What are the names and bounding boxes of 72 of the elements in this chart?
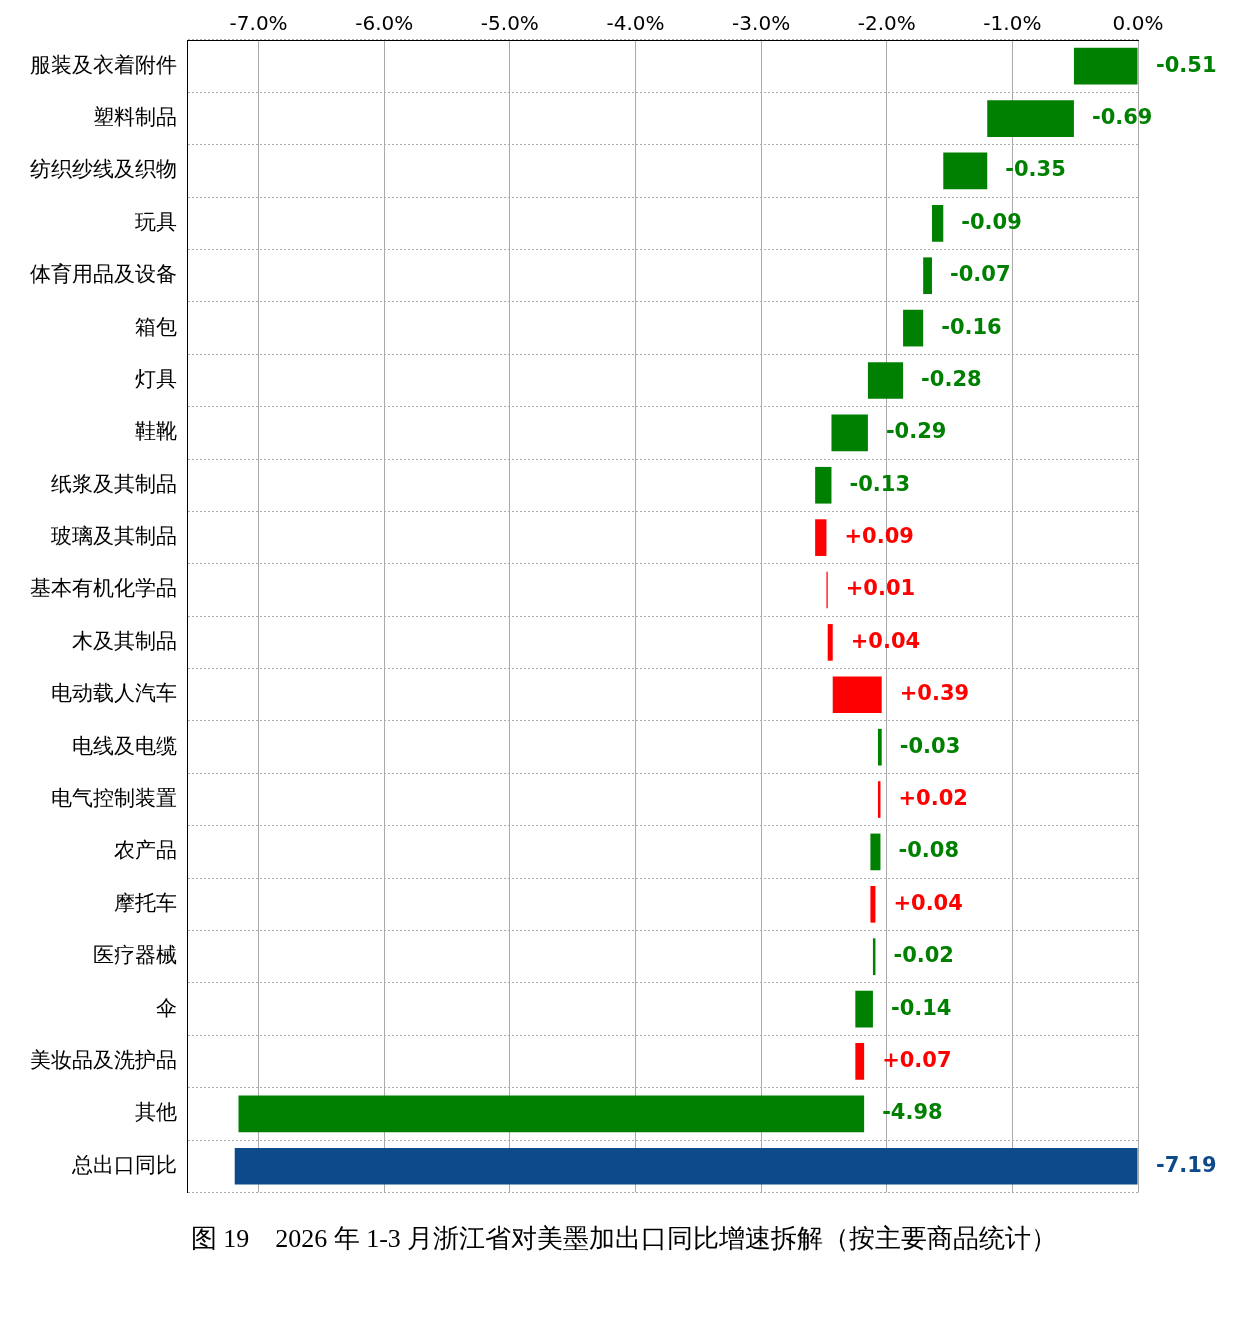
bar [827, 624, 833, 661]
x-tick-label: -1.0% [983, 11, 1042, 36]
bar [931, 205, 944, 242]
data-label: -0.03 [899, 733, 961, 758]
y-tick-label: 电线及电缆 [72, 733, 177, 758]
data-label: -0.14 [890, 995, 952, 1020]
bar [867, 362, 904, 399]
bar [832, 676, 882, 714]
bar [831, 414, 868, 452]
y-tick-label: 玻璃及其制品 [51, 524, 177, 549]
data-label: -4.98 [882, 1100, 943, 1125]
data-label: +0.02 [898, 785, 968, 810]
x-tick-label: -2.0% [857, 11, 916, 36]
data-label: -0.09 [961, 209, 1022, 234]
bar [923, 257, 932, 295]
data-label: -0.02 [893, 943, 954, 968]
data-label: -0.35 [1005, 157, 1066, 182]
y-tick-label: 总出口同比 [71, 1152, 177, 1177]
data-label: +0.07 [882, 1047, 952, 1072]
bar [815, 519, 827, 556]
bar [1073, 47, 1138, 85]
y-tick-label: 木及其制品 [72, 628, 177, 653]
bar [943, 152, 988, 190]
y-tick-label: 美妆品及洗护品 [30, 1047, 177, 1072]
y-tick-label: 塑料制品 [93, 105, 177, 130]
y-tick-label: 纺织纱线及织物 [30, 157, 177, 182]
y-tick-label: 玩具 [135, 209, 177, 234]
bar [234, 1147, 1138, 1185]
y-tick-label: 伞 [156, 995, 177, 1020]
y-tick-label: 服装及衣着附件 [30, 52, 177, 77]
bar [855, 1043, 865, 1080]
y-tick-label: 电动载人汽车 [51, 681, 177, 706]
y-tick-label: 纸浆及其制品 [51, 471, 177, 496]
x-tick-label: -7.0% [229, 11, 288, 36]
bar [987, 100, 1074, 137]
y-tick-label: 医疗器械 [93, 943, 177, 968]
data-label: -7.19 [1156, 1152, 1217, 1177]
text: 图 19 2026 年 1-3 月浙江省对美墨加出口同比增速拆解（按主要商品统计） [189, 1223, 1059, 1255]
x-tick-label: -6.0% [355, 11, 414, 36]
y-tick-label: 其他 [135, 1100, 177, 1125]
data-label: +0.39 [899, 681, 970, 706]
x-tick-label: 0.0% [1112, 11, 1164, 36]
bar [855, 990, 873, 1028]
y-tick-label: 摩托车 [114, 890, 177, 915]
data-label: +0.04 [850, 628, 921, 653]
data-label: -0.29 [885, 419, 947, 444]
y-tick-label: 电气控制装置 [51, 785, 177, 810]
data-label: -0.16 [941, 314, 1002, 339]
bar [870, 833, 881, 871]
bar [815, 466, 832, 504]
data-label: -0.07 [949, 262, 1011, 287]
data-label: -0.69 [1091, 105, 1153, 130]
y-tick-label: 基本有机化学品 [30, 576, 177, 601]
x-tick-label: -3.0% [732, 11, 791, 36]
y-tick-label: 体育用品及设备 [30, 262, 177, 287]
y-tick-label: 箱包 [135, 314, 177, 339]
data-label: -0.51 [1156, 52, 1217, 77]
data-label: +0.04 [893, 890, 963, 915]
data-label: -0.28 [921, 366, 982, 391]
x-tick-label: -4.0% [606, 11, 665, 36]
y-tick-label: 鞋靴 [135, 419, 177, 444]
x-tick-label: -5.0% [480, 11, 539, 36]
bar [238, 1095, 865, 1133]
bar [903, 309, 924, 347]
bar [877, 728, 882, 766]
bar [870, 885, 876, 923]
data-label: +0.09 [844, 524, 914, 549]
data-label: -0.13 [849, 471, 910, 496]
y-tick-label: 灯具 [135, 366, 177, 391]
y-tick-label: 农产品 [114, 838, 177, 863]
data-label: -0.08 [898, 838, 959, 863]
data-label: +0.01 [845, 576, 916, 601]
